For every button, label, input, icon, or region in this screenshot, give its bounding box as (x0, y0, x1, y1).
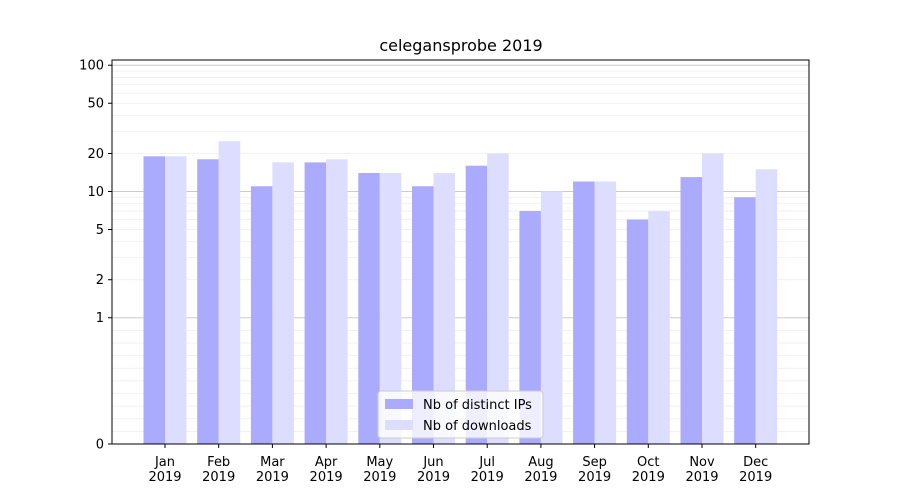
x-tick-label-year: 2019 (739, 470, 772, 485)
bar-distinct-ips (412, 186, 434, 445)
bar-distinct-ips (304, 162, 327, 444)
bar-distinct-ips (680, 177, 702, 445)
legend-swatch (385, 420, 413, 430)
x-tick-label-month: Jul (478, 455, 495, 470)
y-tick-label: 50 (87, 97, 104, 112)
chart-title: celegansprobe 2019 (379, 36, 542, 55)
y-tick-label: 1 (96, 311, 104, 326)
x-tick-label-month: Jun (422, 455, 443, 470)
bar-distinct-ips (143, 156, 165, 444)
bar-distinct-ips (519, 211, 541, 444)
bar-distinct-ips (197, 159, 219, 445)
y-tick-label: 2 (96, 273, 104, 288)
bar-downloads (218, 141, 241, 444)
y-tick-label: 0 (96, 438, 104, 453)
x-tick-label-year: 2019 (471, 470, 504, 485)
plot-frame (111, 59, 810, 445)
bar-downloads (379, 173, 402, 444)
x-tick-label-month: Oct (637, 455, 659, 470)
x-tick-label-year: 2019 (310, 470, 343, 485)
legend-box (377, 390, 544, 439)
x-tick-label-year: 2019 (632, 470, 665, 485)
bar-downloads (648, 211, 670, 444)
axes: 0125102050100Jan2019Feb2019Mar2019Apr201… (79, 59, 810, 485)
x-tick-label-year: 2019 (256, 470, 289, 485)
bar-distinct-ips (734, 197, 756, 444)
bar-downloads (755, 169, 778, 444)
bar-downloads (272, 162, 294, 444)
x-tick-label-year: 2019 (148, 470, 181, 485)
bars (143, 141, 778, 445)
bar-distinct-ips (626, 219, 649, 444)
bar-distinct-ips (358, 173, 380, 444)
bar-distinct-ips (573, 181, 595, 444)
y-tick-label: 100 (79, 59, 104, 74)
bar-downloads (487, 153, 509, 444)
x-tick-label-month: Apr (315, 455, 338, 470)
bar-distinct-ips (250, 186, 273, 445)
x-tick-label-year: 2019 (524, 470, 557, 485)
x-tick-label-year: 2019 (578, 470, 611, 485)
x-tick-label-month: Mar (260, 455, 285, 470)
y-tick-label: 10 (87, 185, 104, 200)
x-tick-label-month: Feb (207, 455, 230, 470)
x-tick-label-year: 2019 (417, 470, 450, 485)
x-tick-label-year: 2019 (685, 470, 718, 485)
bar-downloads (165, 156, 187, 444)
x-tick-label-month: Nov (689, 455, 715, 470)
legend: Nb of distinct IPs Nb of downloads (377, 390, 544, 439)
legend-label: Nb of downloads (423, 419, 532, 434)
x-tick-label-month: May (366, 455, 393, 470)
x-tick-label-month: Dec (743, 455, 768, 470)
x-tick-label-month: Jan (154, 455, 175, 470)
bar-downloads (540, 191, 563, 444)
legend-label: Nb of distinct IPs (423, 398, 532, 413)
bar-downloads (702, 153, 724, 444)
y-tick-label: 20 (87, 147, 104, 162)
x-tick-label-month: Aug (528, 455, 553, 470)
x-tick-label-year: 2019 (363, 470, 396, 485)
bar-downloads (594, 181, 617, 444)
y-tick-label: 5 (96, 223, 104, 238)
bar-downloads (326, 159, 348, 445)
x-tick-label-year: 2019 (202, 470, 235, 485)
bar-downloads (433, 173, 455, 444)
legend-swatch (385, 399, 413, 409)
bar-distinct-ips (465, 165, 488, 444)
x-tick-label-month: Sep (582, 455, 607, 470)
